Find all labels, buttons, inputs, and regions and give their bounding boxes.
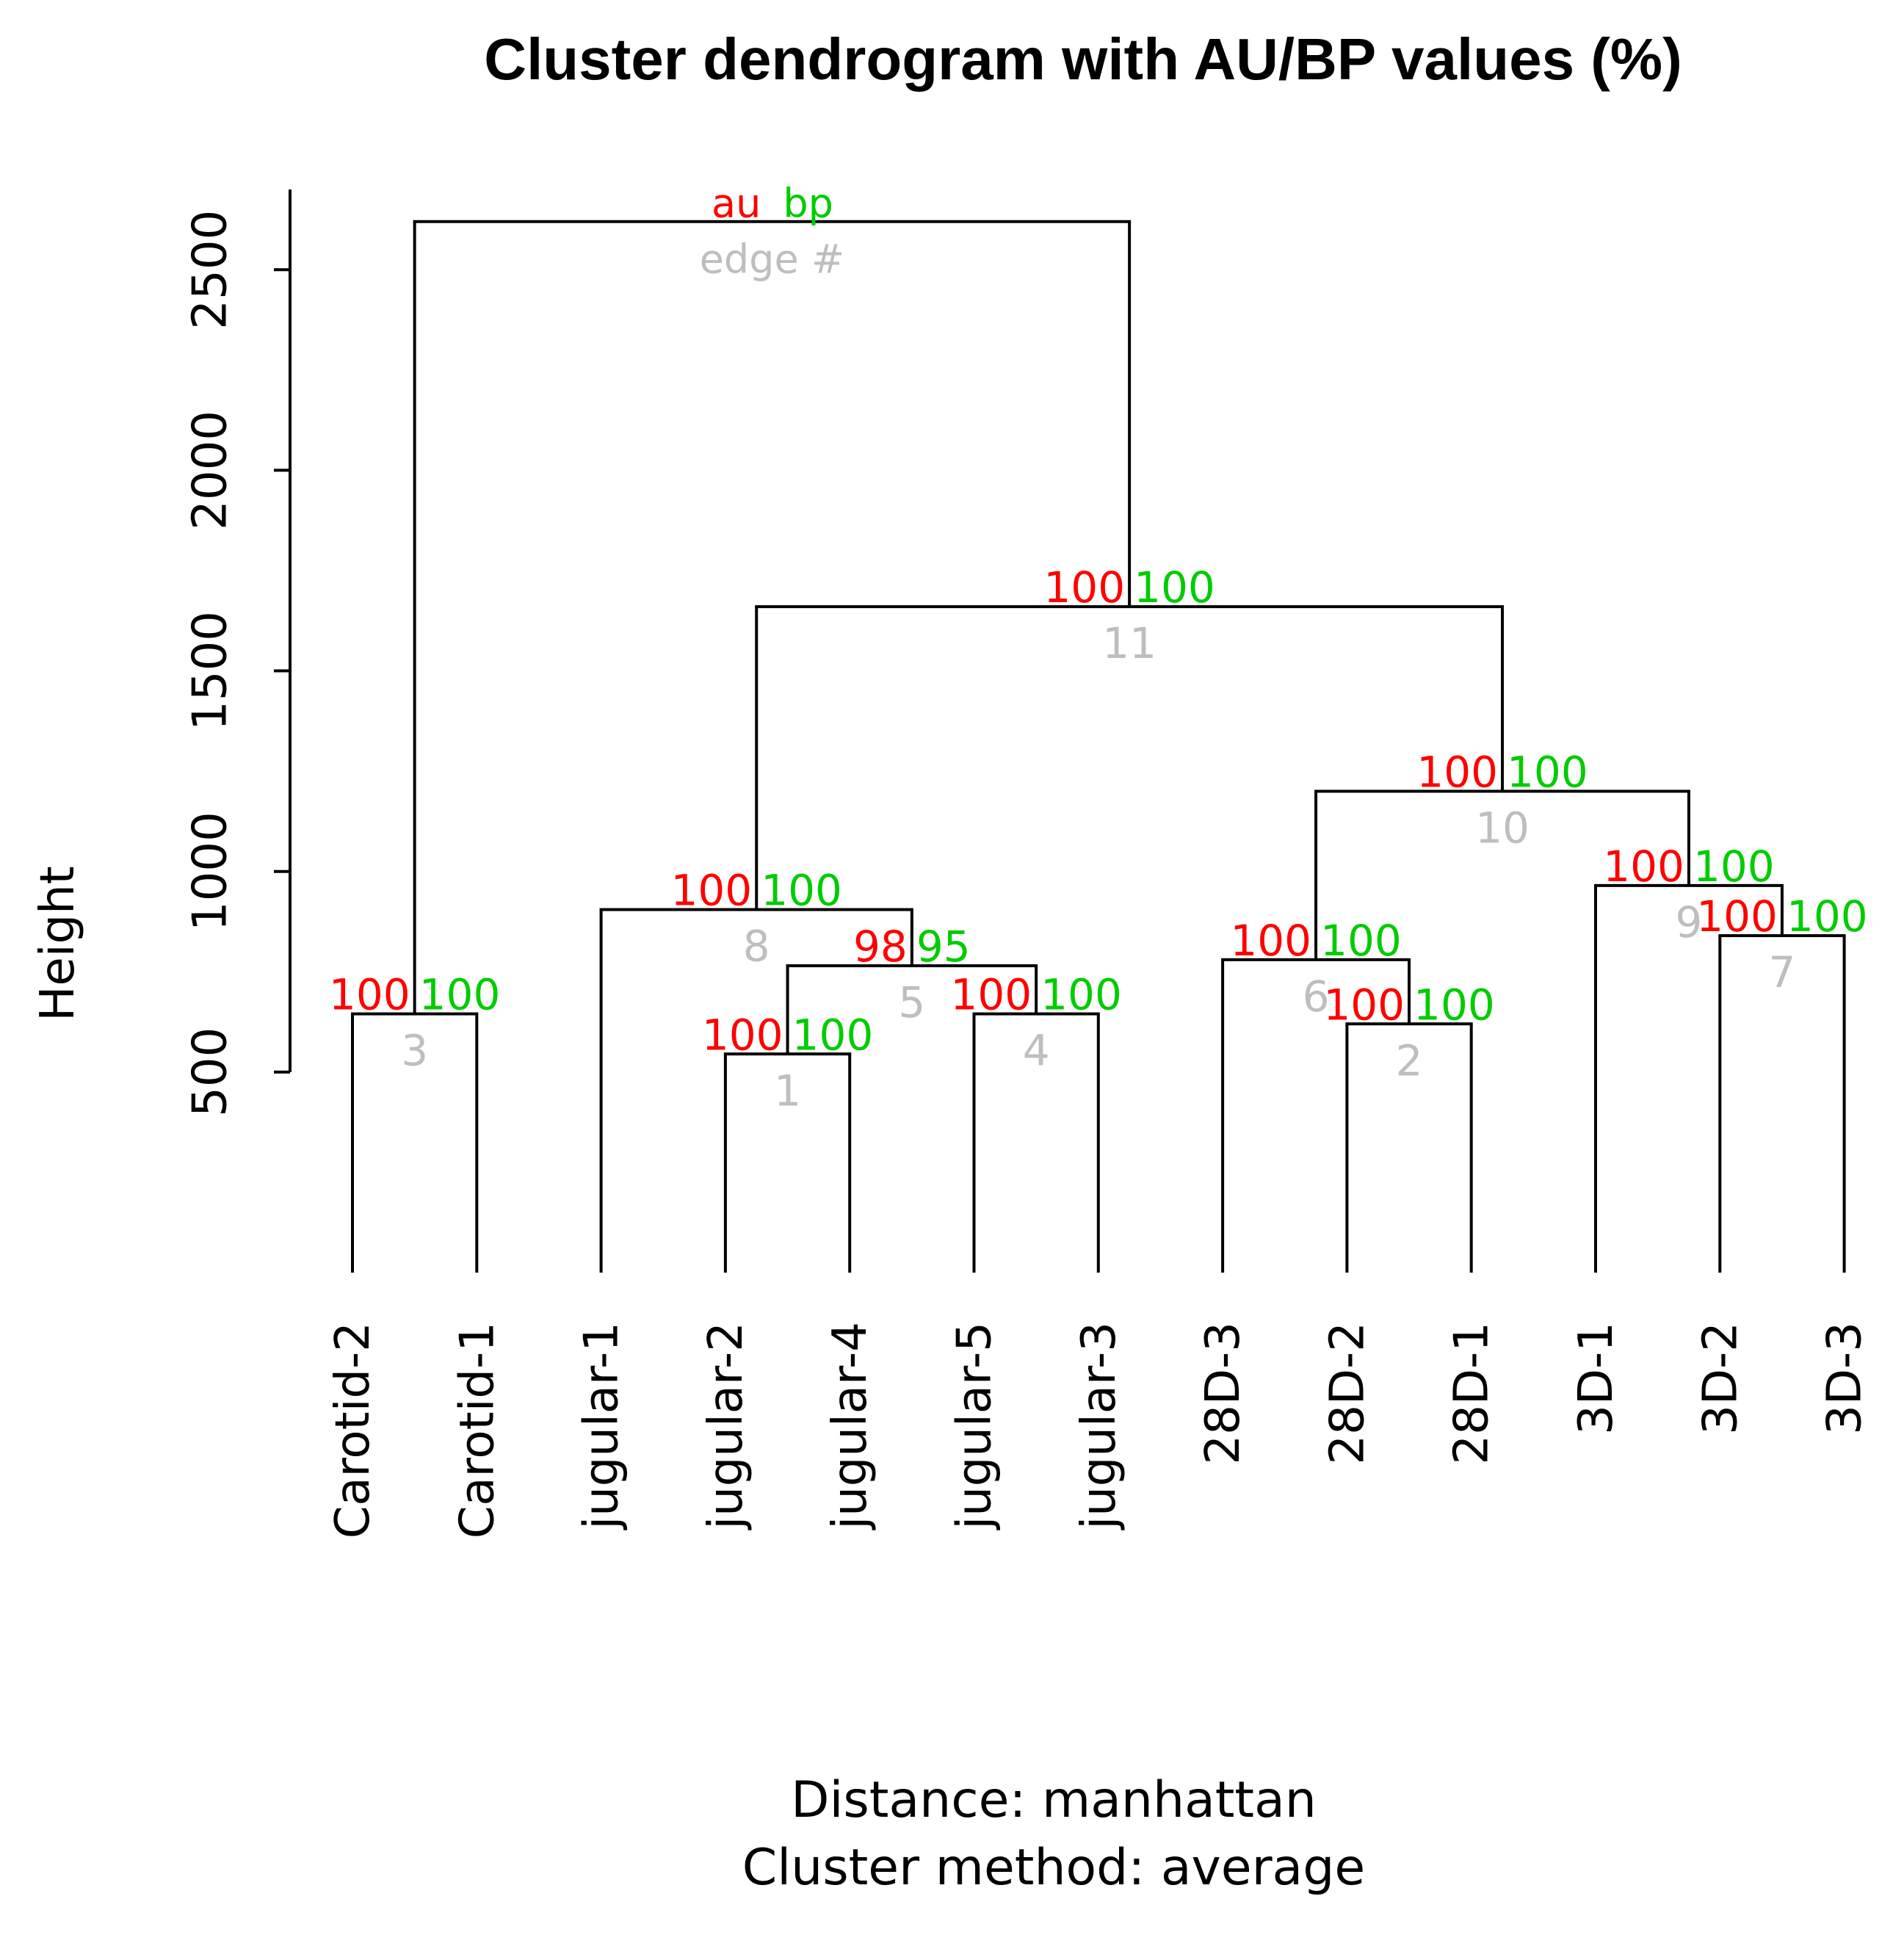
edge-number-10: 10: [1475, 803, 1530, 853]
edge-number-2: 2: [1396, 1035, 1423, 1085]
distance-label: Distance: manhattan: [791, 1771, 1317, 1829]
au-value-4: 100: [950, 970, 1032, 1020]
bp-value-10: 100: [1507, 747, 1588, 797]
bp-value-7: 100: [1787, 891, 1868, 941]
au-value-8: 100: [671, 866, 753, 916]
au-value-3: 100: [329, 970, 410, 1020]
y-tick-label-2500: 2500: [184, 210, 238, 330]
y-tick-label-1500: 1500: [184, 611, 238, 731]
leaf-label-jugular-2: jugular-2: [699, 1322, 753, 1531]
legend-bp: bp: [783, 181, 833, 227]
leaf-label-jugular-3: jugular-3: [1072, 1322, 1126, 1531]
dendrogram-branches: [351, 220, 1846, 1273]
y-tick-label-1000: 1000: [184, 811, 238, 931]
au-value-9: 100: [1603, 842, 1684, 891]
au-value-10: 100: [1416, 747, 1498, 797]
bp-value-11: 100: [1134, 563, 1215, 612]
edge-number-11: 11: [1102, 618, 1156, 668]
edge-number-4: 4: [1023, 1026, 1050, 1076]
leaf-label-28D-3: 28D-3: [1196, 1322, 1250, 1465]
leaf-label-3D-1: 3D-1: [1569, 1322, 1624, 1435]
au-value-11: 100: [1043, 563, 1125, 612]
edge-number-5: 5: [898, 977, 925, 1027]
y-axis-label: Height: [31, 866, 85, 1021]
leaf-label-3D-2: 3D-2: [1693, 1322, 1748, 1435]
au-value-7: 100: [1696, 891, 1778, 941]
bp-value-5: 95: [916, 922, 971, 972]
legend-edge: edge #: [700, 236, 844, 283]
bp-value-8: 100: [761, 866, 842, 916]
edge-number-3: 3: [401, 1026, 428, 1076]
bp-value-6: 100: [1320, 916, 1402, 966]
au-value-5: 98: [853, 922, 908, 972]
chart-title: Cluster dendrogram with AU/BP values (%): [484, 26, 1682, 92]
leaf-label-jugular-1: jugular-1: [575, 1322, 629, 1531]
bp-value-4: 100: [1040, 970, 1122, 1020]
au-value-6: 100: [1230, 916, 1311, 966]
legend-au: au: [712, 181, 761, 227]
leaf-label-3D-3: 3D-3: [1818, 1322, 1872, 1435]
leaf-labels: Carotid-2 Carotid-1 jugular-1 jugular-2 jugu…: [326, 1322, 1872, 1538]
leaf-label-jugular-5: jugular-5: [948, 1322, 1002, 1531]
bp-value-1: 100: [792, 1010, 874, 1060]
bp-value-9: 100: [1693, 842, 1775, 891]
edge-number-7: 7: [1768, 947, 1795, 997]
edge-number-6: 6: [1303, 972, 1330, 1021]
leaf-label-Carotid-2: Carotid-2: [326, 1322, 380, 1538]
leaf-label-28D-1: 28D-1: [1445, 1322, 1499, 1465]
bp-value-2: 100: [1413, 980, 1495, 1030]
leaf-label-jugular-4: jugular-4: [823, 1322, 877, 1531]
leaf-label-28D-2: 28D-2: [1320, 1322, 1375, 1465]
bp-value-3: 100: [419, 970, 501, 1020]
y-tick-label-500: 500: [184, 1027, 238, 1117]
edge-number-9: 9: [1676, 897, 1703, 947]
cluster-method-label: Cluster method: average: [742, 1839, 1365, 1897]
y-axis: 500 1000 1500 2000 2500: [184, 189, 292, 1117]
y-tick-label-2000: 2000: [184, 410, 238, 530]
edge-number-1: 1: [774, 1066, 801, 1115]
leaf-label-Carotid-1: Carotid-1: [450, 1322, 504, 1538]
edge-number-8: 8: [743, 922, 770, 972]
au-value-1: 100: [702, 1010, 783, 1060]
au-value-2: 100: [1323, 980, 1405, 1030]
